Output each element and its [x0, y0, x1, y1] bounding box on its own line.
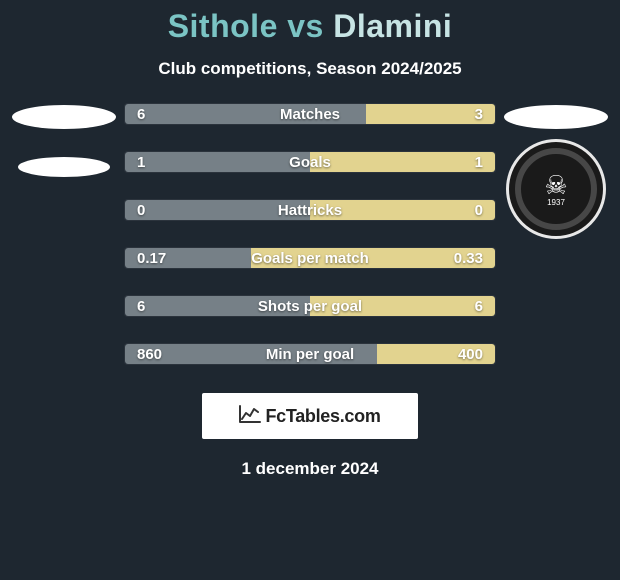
stat-row: 63Matches — [124, 103, 496, 125]
comparison-card: Sithole vs Dlamini Club competitions, Se… — [0, 0, 620, 479]
main-row: 63Matches 11Goals 00Hattricks 0.170.33Goals… — [0, 97, 620, 365]
chart-icon — [239, 405, 261, 428]
stat-row: 66Shots per goal — [124, 295, 496, 317]
stat-label: Matches — [125, 104, 495, 124]
left-team-logo — [6, 97, 122, 177]
stat-row: 00Hattricks — [124, 199, 496, 221]
left-logo-shape-2 — [18, 157, 110, 177]
fctables-logo: FcTables.com — [202, 393, 418, 439]
stat-label: Shots per goal — [125, 296, 495, 316]
stat-row: 860400Min per goal — [124, 343, 496, 365]
player1-name: Sithole — [168, 8, 278, 44]
page-title: Sithole vs Dlamini — [0, 8, 620, 45]
stat-label: Min per goal — [125, 344, 495, 364]
vs-text: vs — [278, 8, 333, 44]
date-text: 1 december 2024 — [0, 459, 620, 479]
stat-row: 11Goals — [124, 151, 496, 173]
subtitle: Club competitions, Season 2024/2025 — [0, 59, 620, 79]
stat-row: 0.170.33Goals per match — [124, 247, 496, 269]
stats-column: 63Matches 11Goals 00Hattricks 0.170.33Goals… — [122, 97, 498, 365]
right-logo-placeholder — [504, 105, 608, 129]
right-team-logo: ☠ 1937 — [498, 97, 614, 239]
stat-label: Goals — [125, 152, 495, 172]
fctables-text: FcTables.com — [265, 406, 380, 427]
badge-year: 1937 — [547, 198, 565, 207]
left-logo-shape-1 — [12, 105, 116, 129]
stat-label: Goals per match — [125, 248, 495, 268]
pirates-badge: ☠ 1937 — [506, 139, 606, 239]
player2-name: Dlamini — [333, 8, 452, 44]
skull-icon: ☠ — [544, 172, 567, 198]
stat-label: Hattricks — [125, 200, 495, 220]
